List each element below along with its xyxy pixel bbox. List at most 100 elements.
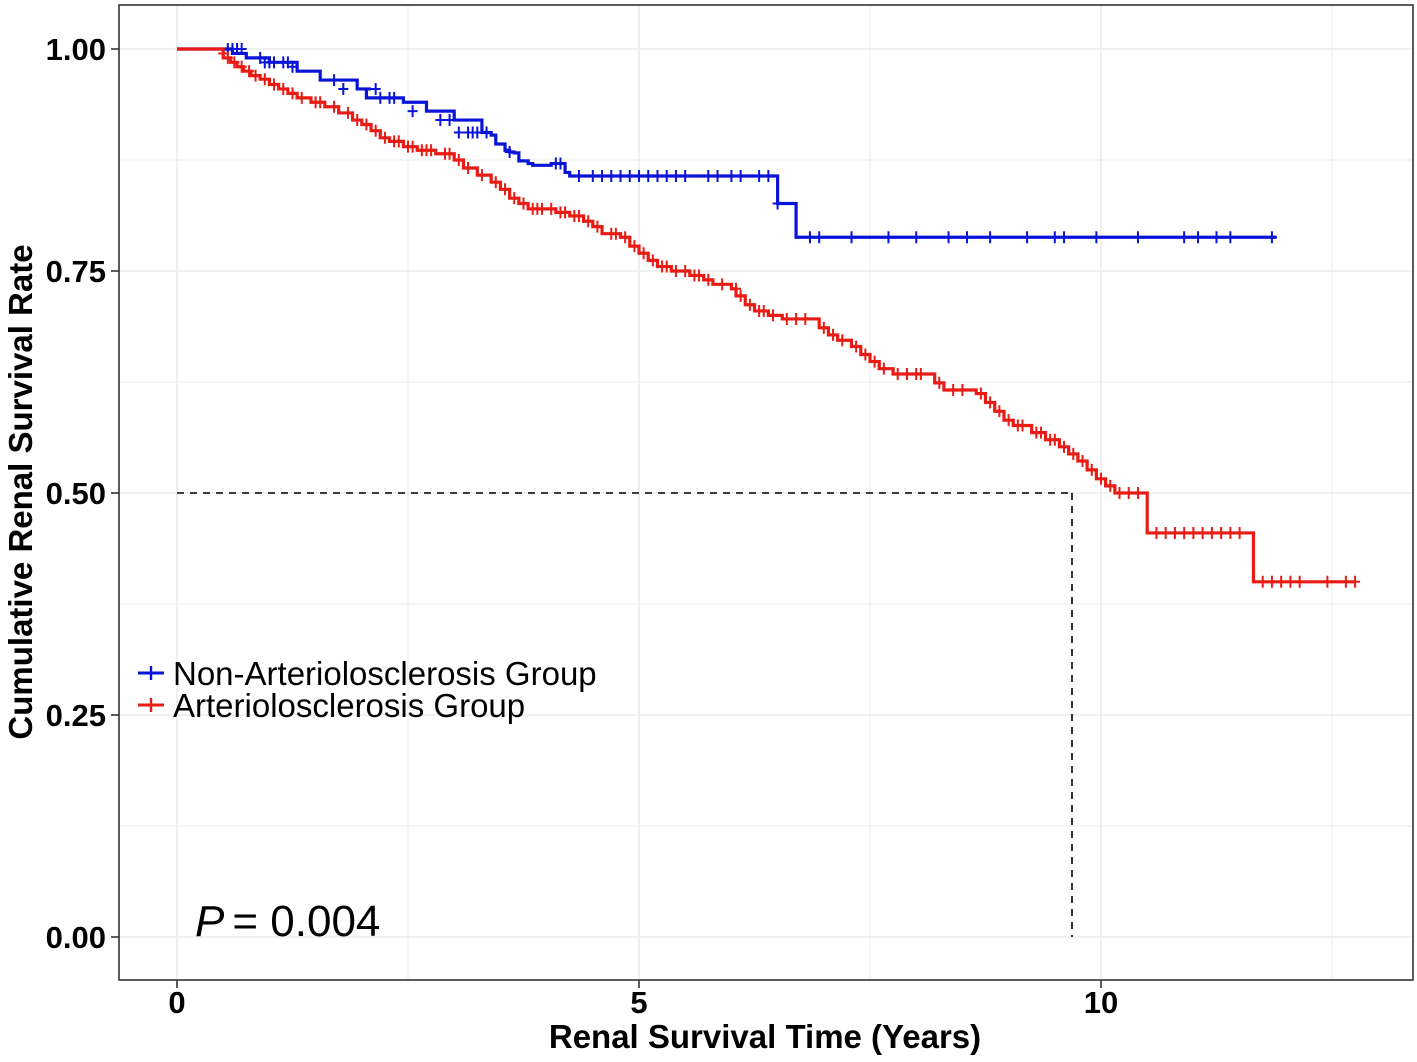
censor-mark: [800, 312, 811, 325]
censor-mark: [597, 169, 608, 182]
censor-mark: [278, 82, 289, 95]
censor-mark: [680, 265, 691, 277]
p-value-symbol: P: [195, 897, 225, 946]
censor-mark: [444, 114, 455, 127]
censor-mark: [490, 176, 501, 189]
censor-mark: [643, 169, 654, 182]
legend: Non-Arteriolosclerosis GroupArterioloscl…: [138, 655, 597, 724]
censor-mark: [1322, 575, 1333, 588]
censor-mark: [735, 289, 746, 302]
p-value-annotation: P = 0.004: [195, 897, 380, 946]
censor-mark: [244, 65, 255, 78]
censor-mark: [573, 169, 584, 182]
censor-mark: [1105, 479, 1116, 492]
censor-mark: [476, 169, 487, 182]
censor-mark: [1211, 231, 1222, 244]
censor-mark: [1132, 487, 1143, 499]
censor-mark: [500, 183, 511, 196]
x-tick-label: 10: [1084, 985, 1118, 1020]
x-axis-title: Renal Survival Time (Years): [549, 1018, 981, 1055]
censor-mark: [943, 231, 954, 244]
censor-mark: [1225, 231, 1236, 244]
censor-mark: [680, 169, 691, 182]
censor-mark: [444, 147, 455, 160]
censor-mark: [772, 197, 783, 210]
censor-mark: [379, 131, 390, 144]
censor-mark: [1216, 526, 1227, 539]
censor-mark: [1179, 231, 1190, 244]
censor-mark: [1276, 575, 1287, 588]
censor-mark: [560, 206, 571, 219]
censor-mark: [435, 114, 446, 127]
censor-mark: [1059, 231, 1070, 244]
censor-mark: [1179, 526, 1190, 539]
censor-mark: [287, 87, 298, 100]
censor-mark: [1096, 472, 1106, 485]
censor-mark: [1077, 455, 1088, 468]
censor-mark: [901, 368, 912, 381]
censor-mark: [259, 73, 270, 86]
censor-mark: [453, 126, 464, 139]
censor-mark: [269, 56, 280, 69]
censor-mark: [638, 247, 649, 260]
censor-mark: [393, 135, 404, 148]
censor-mark: [463, 161, 474, 174]
censor-mark: [518, 197, 529, 210]
censor-mark: [338, 82, 349, 95]
censor-mark: [1123, 487, 1134, 499]
legend-item: Non-Arteriolosclerosis Group: [138, 655, 597, 692]
censor-mark: [624, 169, 635, 182]
censor-mark: [1114, 487, 1125, 499]
censor-mark: [1350, 575, 1361, 588]
censor-mark: [985, 231, 996, 244]
y-axis: 0.00 0.25 0.50 0.75 1.00: [46, 32, 119, 955]
censor-mark: [1017, 419, 1028, 432]
legend-label: Non-Arteriolosclerosis Group: [173, 655, 597, 692]
censor-mark: [1234, 526, 1245, 539]
censor-mark: [731, 282, 742, 295]
censor-mark: [555, 157, 566, 170]
censor-mark: [726, 169, 737, 182]
censor-mark: [236, 43, 247, 55]
censor-mark: [846, 231, 857, 244]
censor-mark: [504, 146, 515, 159]
censor-mark: [957, 383, 968, 396]
series-arteriolosclerosis: [177, 47, 1361, 588]
censor-mark: [453, 154, 464, 166]
censor-mark: [652, 169, 663, 182]
censor-mark: [915, 368, 926, 381]
censor-mark: [763, 169, 774, 182]
censor-mark: [407, 140, 418, 153]
censor-mark: [1266, 231, 1277, 244]
censor-mark: [610, 227, 621, 240]
censor-mark: [703, 169, 714, 182]
censor-mark: [1206, 526, 1217, 539]
censor-mark: [892, 368, 903, 381]
censor-mark: [1188, 526, 1199, 539]
censor-mark: [1086, 463, 1097, 476]
censor-mark: [329, 74, 340, 87]
x-axis: 0 5 10: [168, 980, 1118, 1020]
censor-mark: [1035, 426, 1046, 439]
censor-mark: [375, 91, 386, 104]
censor-mark: [860, 348, 871, 361]
censor-mark: [1169, 526, 1180, 539]
censor-mark: [536, 202, 547, 215]
censor-mark: [934, 376, 945, 389]
censor-mark: [735, 169, 746, 182]
censor-mark: [818, 321, 829, 334]
censor-mark: [315, 96, 326, 109]
y-tick-label: 0.25: [46, 698, 106, 733]
y-axis-title: Cumulative Renal Survival Rate: [2, 244, 39, 739]
censor-mark: [407, 105, 418, 118]
y-tick-label: 0.00: [46, 920, 106, 955]
censor-mark: [634, 169, 644, 182]
y-tick-label: 0.75: [46, 254, 106, 289]
censor-mark: [851, 340, 862, 353]
censor-mark: [911, 231, 922, 244]
censor-mark: [587, 169, 598, 182]
censor-mark: [1285, 575, 1296, 588]
censor-mark: [370, 82, 381, 95]
censor-mark: [352, 114, 363, 127]
